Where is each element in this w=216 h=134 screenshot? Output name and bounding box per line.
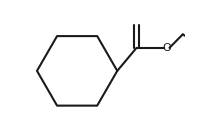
Text: O: O: [162, 43, 171, 53]
